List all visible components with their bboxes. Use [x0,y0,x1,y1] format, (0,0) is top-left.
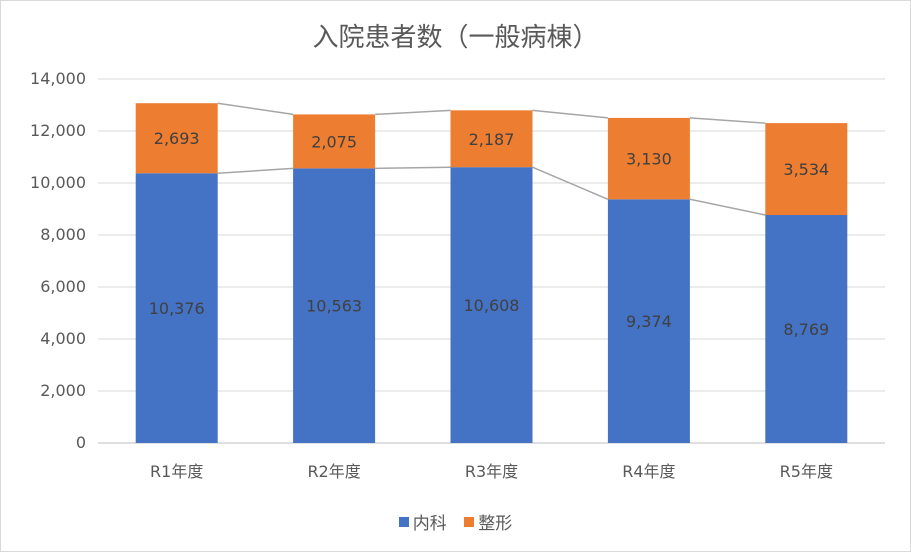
y-tick-label: 0 [76,433,86,452]
x-tick-label: R4年度 [622,462,675,481]
legend-label-orthopedics: 整形 [478,514,513,534]
data-label: 2,075 [311,132,357,151]
x-tick-label: R3年度 [465,462,518,481]
data-label: 2,187 [469,130,515,149]
bar-internal-medicine [450,167,533,443]
data-label: 10,608 [464,296,520,315]
y-tick-label: 12,000 [30,121,86,140]
data-label: 3,130 [626,150,672,169]
bar-orthopedics [450,110,533,168]
bar-orthopedics [135,103,218,174]
bar-internal-medicine [135,173,218,443]
data-label: 9,374 [626,312,672,331]
y-tick-label: 8,000 [40,225,86,244]
data-label: 10,563 [306,297,362,316]
legend-item-internal-medicine: 内科 [398,509,447,534]
series-line [532,166,609,200]
legend-swatch-internal-medicine [398,516,409,527]
series-line [375,109,451,116]
data-label: 8,769 [783,320,829,339]
bar-internal-medicine [765,215,848,443]
legend-label-internal-medicine: 内科 [412,514,447,534]
legend-item-orthopedics: 整形 [464,509,512,534]
series-line [532,109,608,119]
series-line [689,117,766,124]
series-line [689,198,766,216]
bar-orthopedics [765,123,848,216]
data-label: 10,376 [149,299,205,318]
y-tick-label: 6,000 [40,277,86,296]
bar-internal-medicine [607,199,690,443]
y-tick-label: 2,000 [40,381,86,400]
data-label: 3,534 [783,160,829,179]
bar-orthopedics [607,117,690,200]
y-tick-label: 4,000 [40,329,86,348]
chart-legend: 内科 整形 [1,509,910,534]
legend-swatch-orthopedics [464,516,475,527]
bar-internal-medicine [293,168,376,443]
series-line [217,167,294,174]
series-line [217,102,294,116]
series-line [375,166,451,170]
bar-orthopedics [293,114,376,169]
y-tick-label: 10,000 [30,173,86,192]
x-tick-label: R2年度 [307,462,360,481]
chart-title: 入院患者数（一般病棟） [312,23,599,53]
x-tick-label: R5年度 [780,462,833,481]
data-label: 2,693 [154,129,200,148]
x-tick-label: R1年度 [150,462,203,481]
y-tick-label: 14,000 [30,69,86,88]
